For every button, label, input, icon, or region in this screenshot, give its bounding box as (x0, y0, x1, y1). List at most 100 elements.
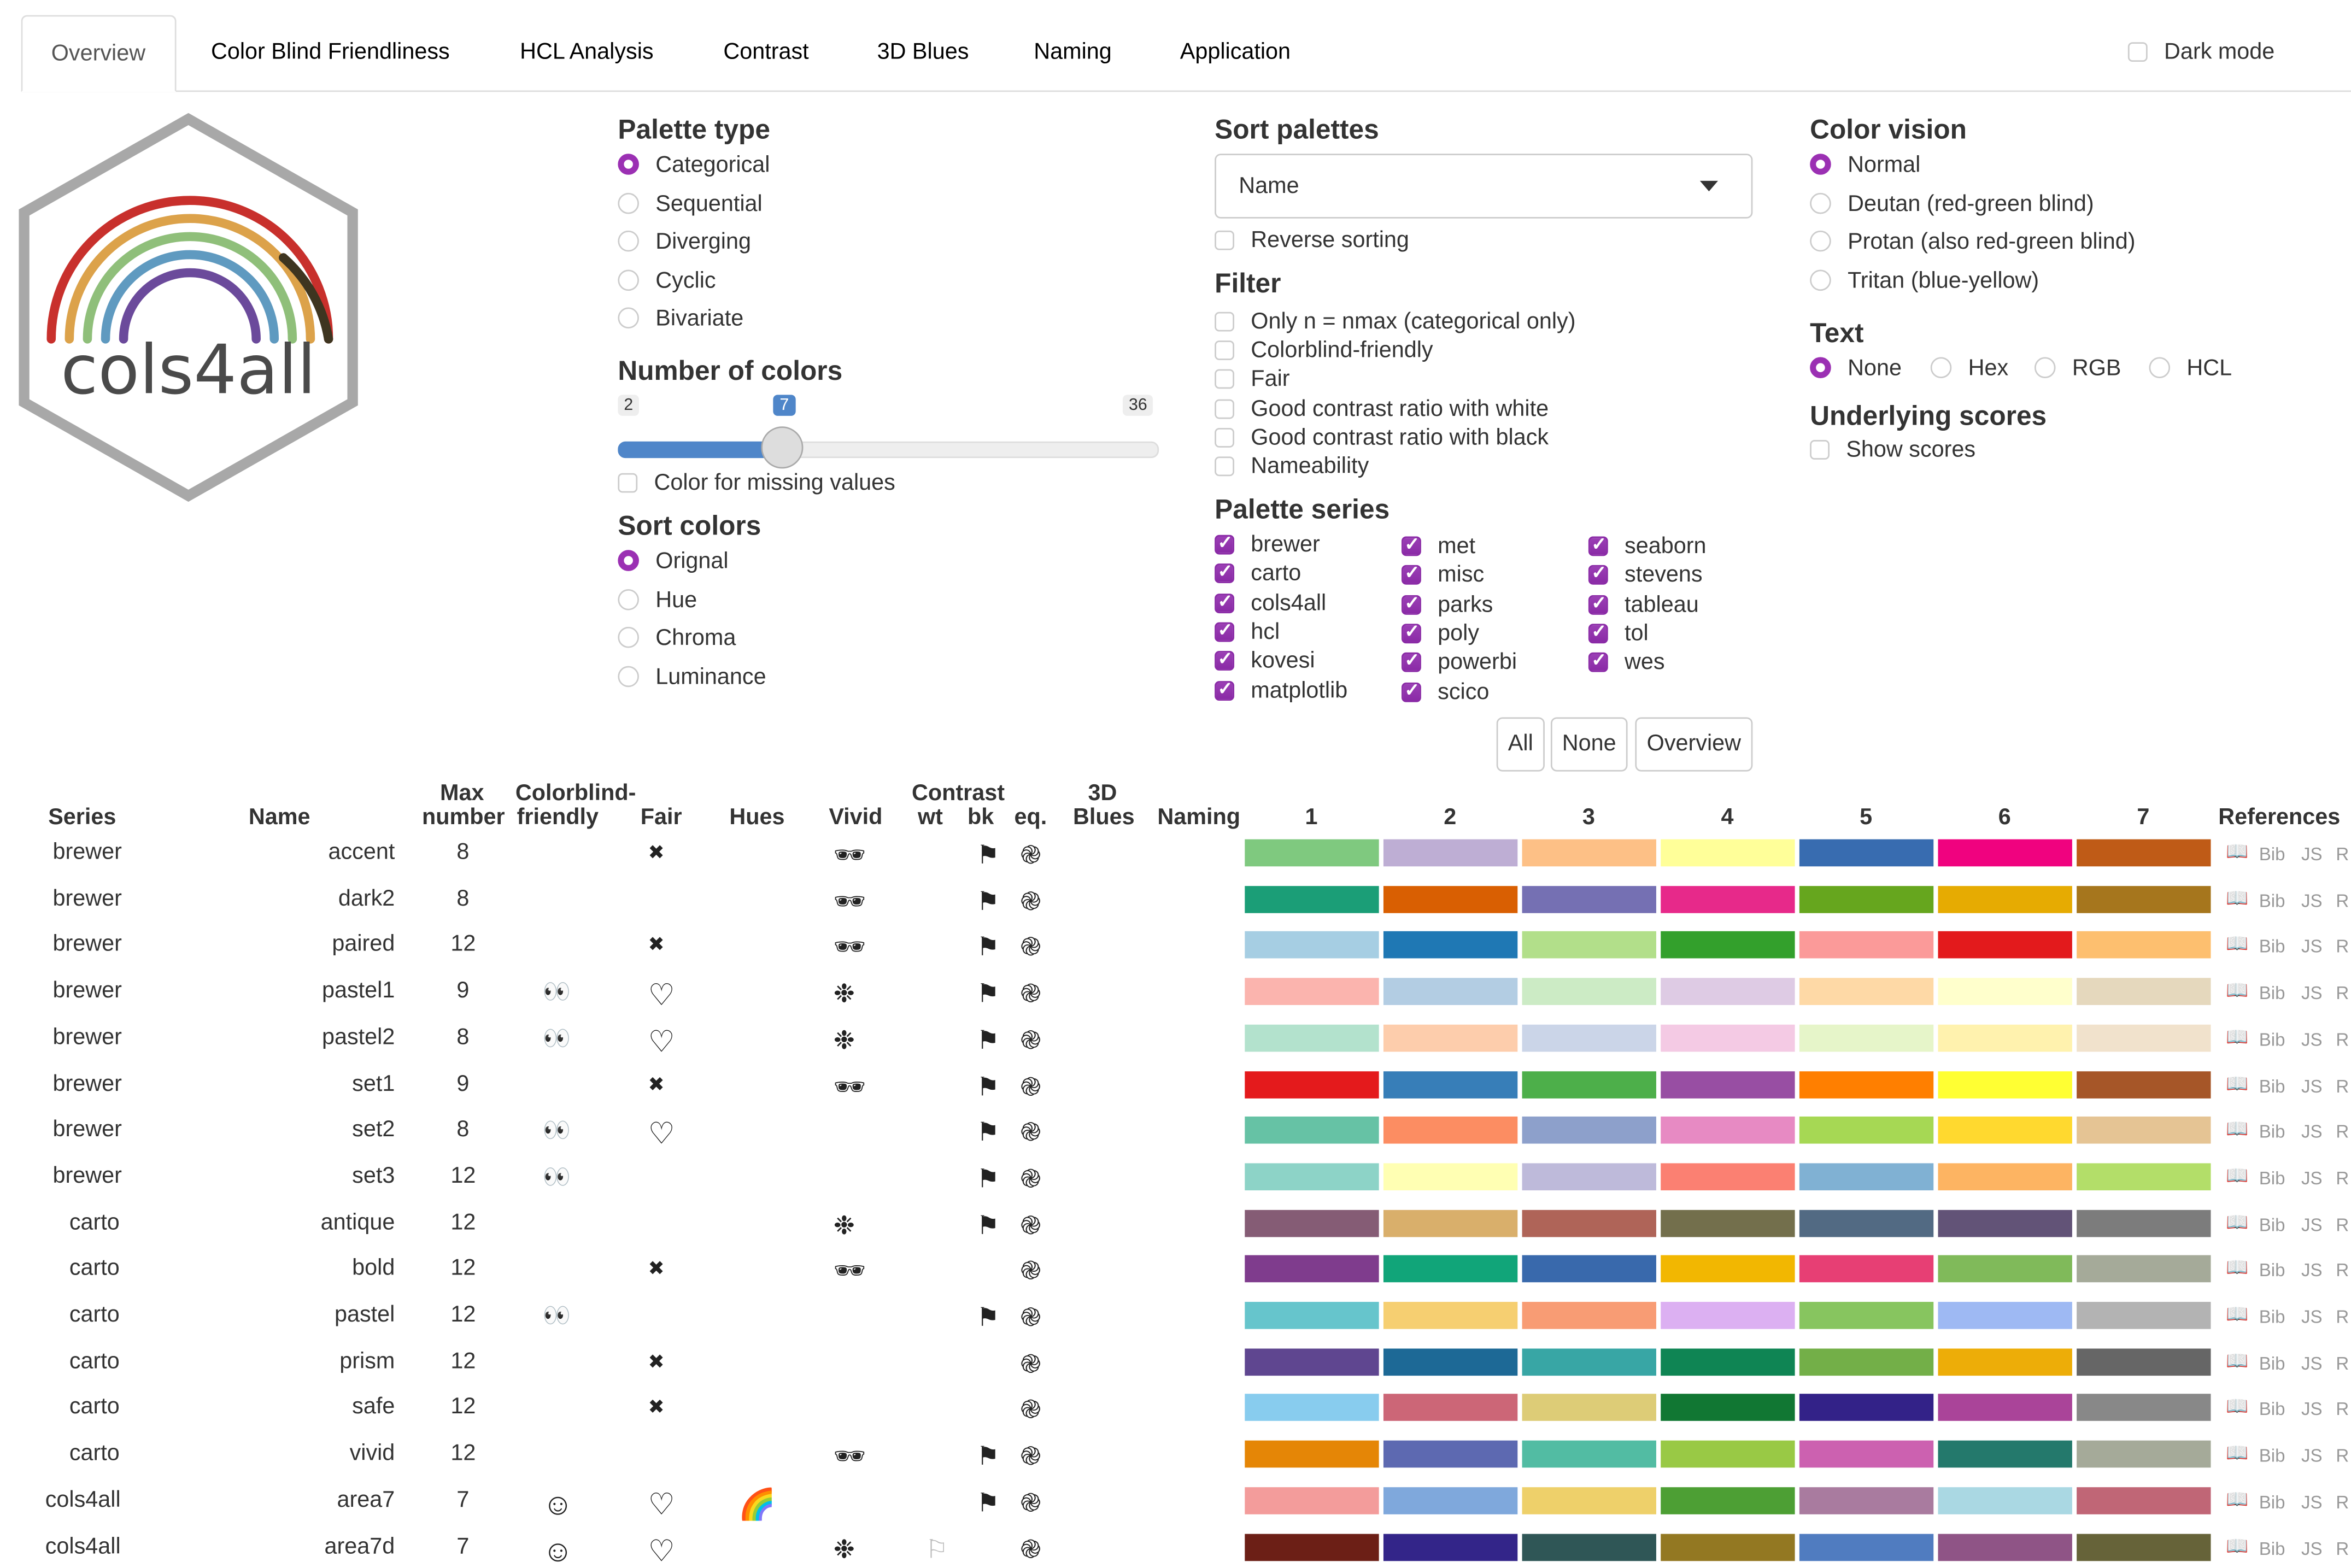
tab-color-blind-friendliness[interactable]: Color Blind Friendliness (210, 39, 450, 65)
filter-checkbox[interactable] (1215, 340, 1234, 361)
color-swatch[interactable] (1245, 1533, 1379, 1560)
ref-link-bib[interactable]: Bib (2259, 1399, 2285, 1420)
text-mode-radio-hcl[interactable] (2149, 357, 2171, 379)
color-swatch[interactable] (1383, 1348, 1518, 1376)
color-swatch[interactable] (1245, 839, 1379, 867)
ref-link-r[interactable]: R (2336, 936, 2349, 958)
color-swatch[interactable] (2077, 1070, 2211, 1098)
color-swatch[interactable] (1383, 1487, 1518, 1514)
color-swatch[interactable] (1799, 978, 1934, 1006)
color-swatch[interactable] (1938, 978, 2072, 1006)
row-name[interactable]: paired (332, 931, 395, 958)
tab-hcl-analysis[interactable]: HCL Analysis (520, 39, 654, 65)
color-swatch[interactable] (2077, 1440, 2211, 1468)
row-name[interactable]: set2 (352, 1117, 395, 1143)
color-swatch[interactable] (1799, 1070, 1934, 1098)
color-swatch[interactable] (1799, 1440, 1934, 1468)
color-swatch[interactable] (1799, 1209, 1934, 1237)
color-swatch[interactable] (1245, 1348, 1379, 1376)
ref-link-js[interactable]: JS (2301, 936, 2323, 958)
series-option-matplotlib[interactable]: matplotlib (1215, 677, 1347, 703)
color-swatch[interactable] (1938, 1394, 2072, 1422)
color-vision-option-normal[interactable]: Normal (1810, 152, 1920, 178)
color-vision-option-protan-also-red-green-blind[interactable]: Protan (also red-green blind) (1810, 229, 2135, 255)
color-swatch[interactable] (2077, 1163, 2211, 1190)
color-swatch[interactable] (1522, 1070, 1656, 1098)
color-swatch[interactable] (1661, 885, 1795, 913)
color-swatch[interactable] (1522, 885, 1656, 913)
ref-link-js[interactable]: JS (2301, 1260, 2323, 1282)
ref-link-r[interactable]: R (2336, 1399, 2349, 1420)
filter-checkbox[interactable] (1215, 427, 1234, 448)
color-swatch[interactable] (1522, 1394, 1656, 1422)
row-name[interactable]: pastel (334, 1302, 395, 1328)
ref-link-bib[interactable]: Bib (2259, 936, 2285, 958)
color-swatch[interactable] (1245, 1070, 1379, 1098)
color-swatch[interactable] (1383, 885, 1518, 913)
color-swatch[interactable] (1661, 1024, 1795, 1052)
sort-colors-option-hue[interactable]: Hue (618, 587, 697, 613)
palette-type-radio-sequential[interactable] (618, 192, 639, 214)
ref-link-r[interactable]: R (2336, 1214, 2349, 1235)
color-swatch[interactable] (1938, 931, 2072, 959)
color-swatch[interactable] (1938, 1024, 2072, 1052)
ref-link-bib[interactable]: Bib (2259, 1029, 2285, 1050)
palette-type-radio-bivariate[interactable] (618, 307, 639, 329)
row-name[interactable]: area7 (337, 1487, 395, 1513)
row-name[interactable]: set3 (352, 1163, 395, 1189)
book-icon[interactable]: 📖 (2226, 887, 2249, 908)
color-swatch[interactable] (1245, 978, 1379, 1006)
color-swatch[interactable] (1661, 1163, 1795, 1190)
color-swatch[interactable] (1522, 1163, 1656, 1190)
tab-3d-blues[interactable]: 3D Blues (877, 39, 969, 65)
book-icon[interactable]: 📖 (2226, 979, 2249, 1001)
ref-link-r[interactable]: R (2336, 1075, 2349, 1096)
ref-link-r[interactable]: R (2336, 1537, 2349, 1559)
filter-checkbox[interactable] (1215, 312, 1234, 332)
color-swatch[interactable] (1383, 1394, 1518, 1422)
series-checkbox[interactable] (1215, 648, 1234, 671)
color-swatch[interactable] (1799, 1487, 1934, 1514)
show-scores-checkbox[interactable] (1810, 440, 1830, 460)
row-name[interactable]: safe (352, 1394, 395, 1420)
color-swatch[interactable] (1661, 931, 1795, 959)
color-swatch[interactable] (1938, 1209, 2072, 1237)
tab-overview[interactable]: Overview (21, 15, 176, 92)
series-checkbox[interactable] (1215, 532, 1234, 555)
palette-type-option-categorical[interactable]: Categorical (618, 152, 770, 178)
ref-link-r[interactable]: R (2336, 1121, 2349, 1143)
book-icon[interactable]: 📖 (2226, 1164, 2249, 1186)
palette-type-option-sequential[interactable]: Sequential (618, 191, 763, 216)
color-swatch[interactable] (1245, 1209, 1379, 1237)
ref-link-r[interactable]: R (2336, 1167, 2349, 1189)
color-swatch[interactable] (1661, 1487, 1795, 1514)
row-name[interactable]: vivid (349, 1440, 395, 1466)
book-icon[interactable]: 📖 (2226, 1396, 2249, 1417)
ref-link-bib[interactable]: Bib (2259, 982, 2285, 1004)
reverse-sorting-checkbox[interactable] (1215, 230, 1234, 250)
text-mode-option-none[interactable]: None (1810, 356, 1902, 381)
color-swatch[interactable] (1661, 1302, 1795, 1329)
series-option-seaborn[interactable]: seaborn (1588, 533, 1707, 559)
tab-contrast[interactable]: Contrast (723, 39, 809, 65)
series-checkbox[interactable] (1215, 677, 1234, 700)
color-vision-option-tritan-blue-yellow[interactable]: Tritan (blue-yellow) (1810, 267, 2039, 293)
color-swatch[interactable] (1799, 931, 1934, 959)
filter-option-colorblind-friendly[interactable]: Colorblind-friendly (1215, 338, 1433, 363)
color-swatch[interactable] (1522, 1533, 1656, 1560)
series-checkbox[interactable] (1402, 679, 1421, 702)
reverse-sorting-option[interactable]: Reverse sorting (1215, 227, 1409, 253)
ref-link-r[interactable]: R (2336, 843, 2349, 865)
color-swatch[interactable] (1799, 1163, 1934, 1190)
ref-link-js[interactable]: JS (2301, 1029, 2323, 1050)
tab-naming[interactable]: Naming (1034, 39, 1112, 65)
color-swatch[interactable] (1522, 1487, 1656, 1514)
color-swatch[interactable] (1522, 1348, 1656, 1376)
color-swatch[interactable] (1799, 839, 1934, 867)
missing-values-option[interactable]: Color for missing values (618, 470, 895, 496)
row-name[interactable]: prism (339, 1348, 395, 1374)
series-option-met[interactable]: met (1402, 533, 1475, 559)
color-swatch[interactable] (1799, 1255, 1934, 1283)
sort-colors-option-chroma[interactable]: Chroma (618, 625, 736, 651)
row-name[interactable]: area7d (324, 1533, 395, 1559)
